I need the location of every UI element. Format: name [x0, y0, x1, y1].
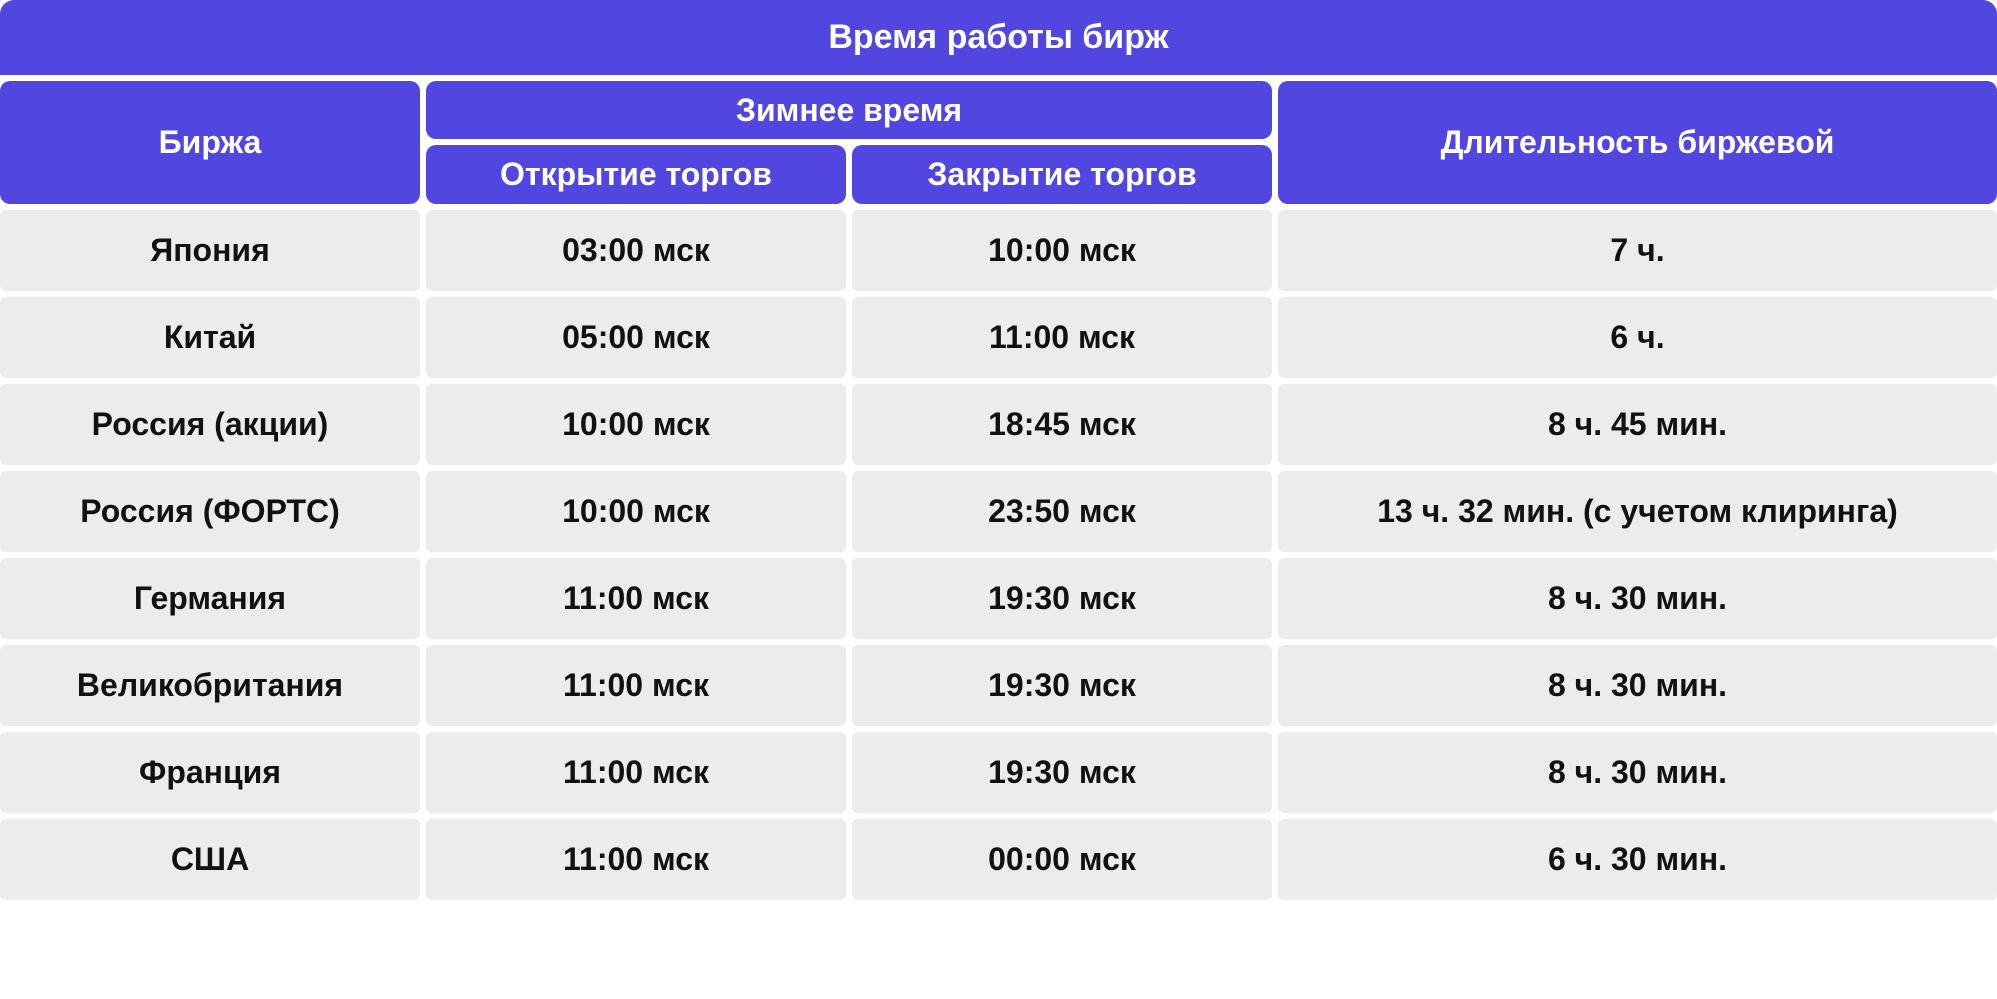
cell-exchange: Россия (акции) [0, 384, 420, 465]
cell-close: 19:30 мск [852, 558, 1272, 639]
cell-duration: 6 ч. [1278, 297, 1997, 378]
col-header-open: Открытие торгов [426, 145, 846, 203]
cell-close: 23:50 мск [852, 471, 1272, 552]
cell-close: 18:45 мск [852, 384, 1272, 465]
cell-exchange: Великобритания [0, 645, 420, 726]
cell-close: 11:00 мск [852, 297, 1272, 378]
cell-close: 19:30 мск [852, 732, 1272, 813]
col-header-winter-group: Зимнее время [426, 81, 1272, 139]
col-header-close: Закрытие торгов [852, 145, 1272, 203]
table-header: Биржа Зимнее время Длительность биржевой… [0, 81, 1997, 204]
col-header-duration: Длительность биржевой [1278, 81, 1997, 204]
cell-exchange: Германия [0, 558, 420, 639]
cell-open: 11:00 мск [426, 819, 846, 900]
cell-open: 11:00 мск [426, 645, 846, 726]
cell-duration: 8 ч. 30 мин. [1278, 645, 1997, 726]
cell-open: 11:00 мск [426, 558, 846, 639]
cell-close: 10:00 мск [852, 210, 1272, 291]
cell-open: 10:00 мск [426, 471, 846, 552]
cell-open: 05:00 мск [426, 297, 846, 378]
cell-exchange: Япония [0, 210, 420, 291]
cell-close: 00:00 мск [852, 819, 1272, 900]
cell-open: 10:00 мск [426, 384, 846, 465]
cell-duration: 8 ч. 45 мин. [1278, 384, 1997, 465]
cell-exchange: Франция [0, 732, 420, 813]
cell-exchange: США [0, 819, 420, 900]
cell-duration: 6 ч. 30 мин. [1278, 819, 1997, 900]
cell-duration: 7 ч. [1278, 210, 1997, 291]
cell-exchange: Россия (ФОРТС) [0, 471, 420, 552]
cell-close: 19:30 мск [852, 645, 1272, 726]
cell-duration: 13 ч. 32 мин. (с учетом клиринга) [1278, 471, 1997, 552]
cell-exchange: Китай [0, 297, 420, 378]
cell-open: 11:00 мск [426, 732, 846, 813]
cell-open: 03:00 мск [426, 210, 846, 291]
exchange-hours-table: Время работы бирж Биржа Зимнее время Дли… [0, 0, 1997, 900]
col-header-exchange: Биржа [0, 81, 420, 204]
table-title: Время работы бирж [0, 0, 1997, 75]
cell-duration: 8 ч. 30 мин. [1278, 732, 1997, 813]
table-body: Япония03:00 мск10:00 мск7 ч.Китай05:00 м… [0, 210, 1997, 900]
cell-duration: 8 ч. 30 мин. [1278, 558, 1997, 639]
